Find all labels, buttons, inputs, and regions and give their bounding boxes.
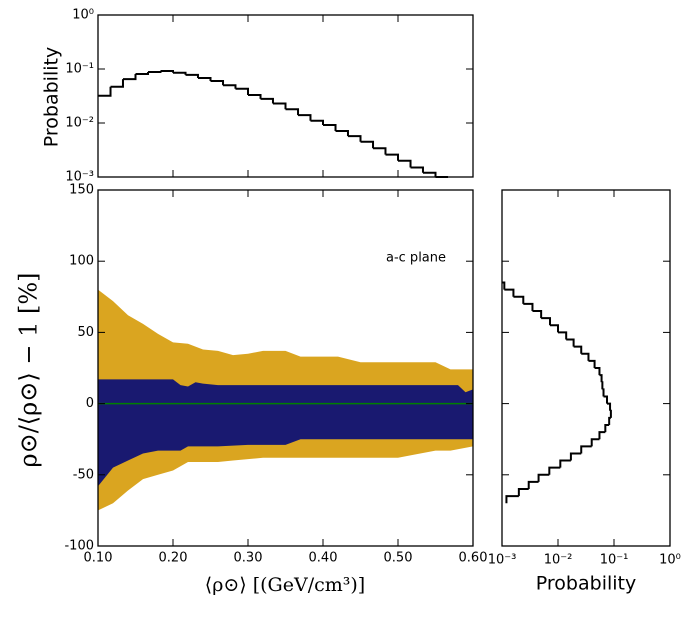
histogram-step <box>541 317 552 326</box>
histogram-step <box>580 445 592 454</box>
histogram-step <box>360 140 375 149</box>
y-tick-label: 100 <box>69 254 94 269</box>
histogram-step <box>235 87 249 96</box>
x-tick-label: 0.50 <box>384 551 413 566</box>
histogram-step <box>604 423 610 433</box>
x-tick-label: 0.60 <box>459 551 488 566</box>
y-tick-label: 50 <box>77 325 94 340</box>
annotation: a-c plane <box>386 251 446 266</box>
histogram-step <box>148 70 162 73</box>
histogram-step <box>602 388 605 397</box>
histogram-step <box>590 438 600 447</box>
histogram-step <box>298 114 312 121</box>
histogram-step <box>504 288 515 297</box>
x-axis-label: Probability <box>536 573 636 595</box>
histogram-step <box>335 130 349 137</box>
y-axis-label: Probability <box>41 47 63 147</box>
histogram-step <box>185 73 199 79</box>
y-tick-label: 10⁻² <box>65 116 94 131</box>
histogram-step <box>160 69 174 73</box>
x-tick-label: 10⁻³ <box>488 553 517 568</box>
histogram-step <box>601 381 604 390</box>
histogram-step <box>248 94 262 99</box>
x-tick-label: 10⁰ <box>659 553 681 568</box>
histogram-step <box>197 77 212 81</box>
histogram-step <box>513 295 525 304</box>
histogram-step <box>573 345 583 354</box>
axes-frame <box>97 189 474 547</box>
histogram-step <box>135 71 150 75</box>
y-tick-label: 150 <box>69 183 94 198</box>
histogram-step <box>173 71 187 75</box>
histogram-step <box>410 166 424 173</box>
histogram-step <box>323 123 337 132</box>
histogram-step <box>272 102 287 110</box>
histogram-step <box>502 281 506 290</box>
histogram-step <box>527 480 539 490</box>
histogram-step <box>110 79 124 88</box>
histogram-step <box>609 409 612 418</box>
histogram-step <box>559 459 571 468</box>
histogram-step <box>607 402 612 411</box>
histogram-step <box>588 359 596 368</box>
x-axis-label: ⟨ρ⊙⟩ [(GeV/cm³)] <box>205 574 365 596</box>
histogram-step <box>581 352 590 361</box>
histogram-step <box>603 395 609 404</box>
histogram-step <box>566 338 575 347</box>
histogram-step <box>608 416 611 425</box>
y-tick-label: 0 <box>86 396 94 411</box>
y-tick-label: -100 <box>64 539 94 554</box>
x-tick-label: 0.40 <box>309 551 338 566</box>
histogram-step <box>558 331 568 340</box>
axes-frame <box>501 189 671 547</box>
x-tick-label: 10⁻¹ <box>600 553 629 568</box>
x-tick-label: 10⁻² <box>544 553 573 568</box>
histogram-step <box>347 135 362 142</box>
histogram-step <box>422 171 437 177</box>
histogram-step <box>210 79 225 86</box>
x-tick-label: 0.20 <box>159 551 188 566</box>
histogram-step <box>599 374 603 383</box>
histogram-step <box>532 310 543 319</box>
histogram-step <box>548 466 561 475</box>
histogram-step <box>260 97 274 104</box>
histogram-step <box>523 302 534 312</box>
band <box>98 379 473 487</box>
y-axis-label: ρ⊙/⟨ρ⊙⟩ − 1 [%] <box>15 272 43 467</box>
histogram-step <box>537 473 550 482</box>
histogram-step <box>598 431 606 440</box>
histogram-step <box>122 73 137 81</box>
histogram-step <box>517 488 529 497</box>
histogram-step <box>373 147 387 155</box>
x-tick-label: 0.10 <box>84 551 113 566</box>
histogram-step <box>398 159 412 168</box>
histogram-step <box>285 108 300 116</box>
histogram-step <box>505 495 519 504</box>
histogram-step <box>223 84 237 89</box>
y-tick-label: 10⁻³ <box>65 170 94 185</box>
x-tick-label: 0.30 <box>234 551 263 566</box>
histogram-step <box>594 367 601 376</box>
histogram-step <box>385 153 399 161</box>
histogram-step <box>569 452 582 461</box>
histogram-step <box>98 86 112 97</box>
y-tick-label: 10⁻¹ <box>65 62 94 77</box>
y-tick-label: 10⁰ <box>72 8 94 23</box>
histogram-step <box>310 119 324 125</box>
y-tick-label: -50 <box>73 467 94 482</box>
axes-frame <box>97 14 474 178</box>
histogram-step <box>550 324 559 333</box>
